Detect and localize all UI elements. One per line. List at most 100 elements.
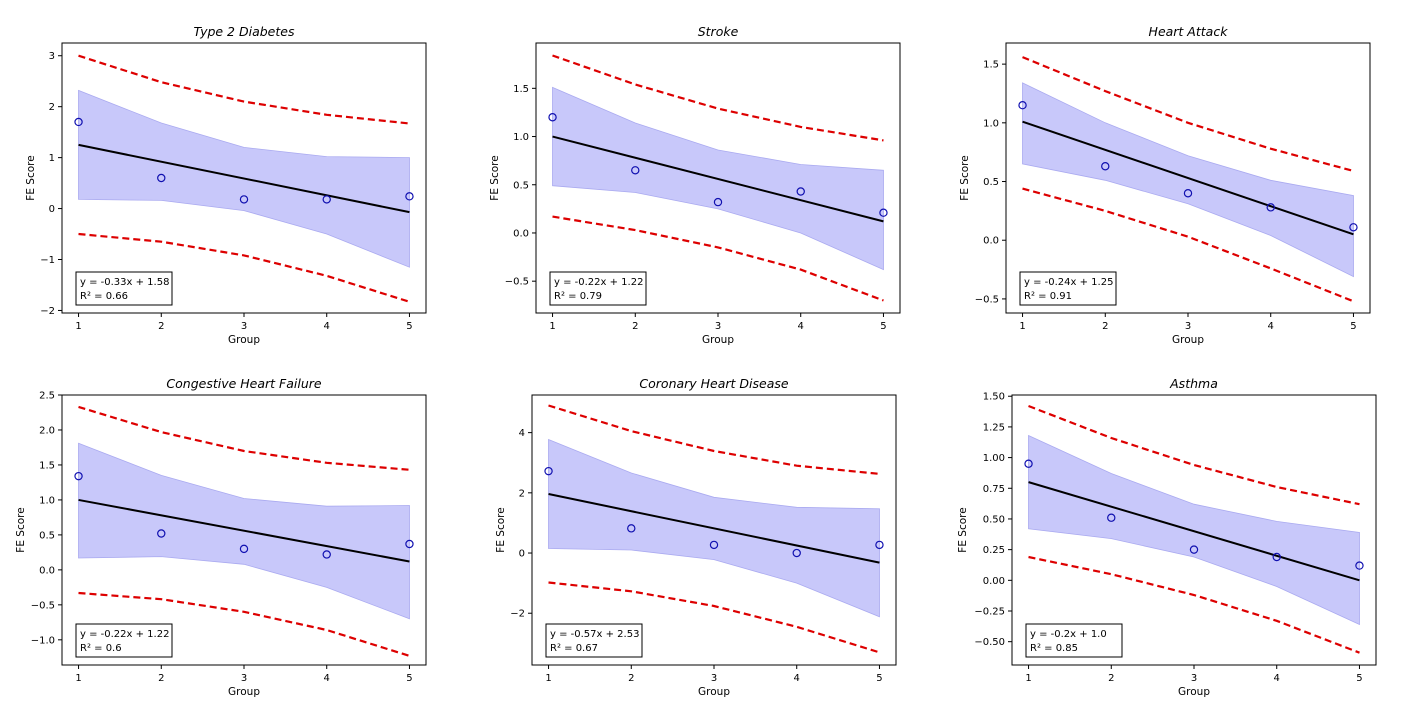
chart-0-ylabel: FE Score — [25, 155, 37, 200]
chart-2-pi-lower-line — [1022, 187, 1354, 303]
chart-3-point-1 — [74, 471, 83, 481]
chart-4-pi-lower-line — [548, 581, 880, 654]
chart-2-point-1 — [1018, 101, 1027, 110]
chart-0-xtick-label-4: 4 — [324, 321, 330, 332]
chart-1-point-2 — [631, 166, 640, 175]
chart-4-point-1 — [544, 466, 553, 476]
chart-5-ytick-label-3: 0.25 — [983, 545, 1005, 556]
chart-2-point-2 — [1101, 162, 1110, 171]
chart-1: 1 2 3 4 5 −0.5 0.0 0.5 1.0 1.5 Stroke Group FE Score… — [489, 24, 901, 346]
chart-0-pi-upper-line — [78, 54, 410, 125]
chart-4-xtick-label-5: 5 — [876, 673, 882, 684]
chart-2-xtick-label-3: 3 — [1185, 321, 1191, 332]
chart-4-point-5 — [875, 540, 884, 550]
chart-3-equation: y = -0.22x + 1.22 — [80, 629, 169, 640]
chart-5-ytick-label-1: −0.25 — [974, 607, 1005, 618]
chart-1-r-squared: R² = 0.79 — [554, 291, 602, 302]
chart-4-ytick-label-1: 0 — [519, 549, 525, 560]
chart-3-ytick-label-0: −1.0 — [31, 635, 55, 646]
chart-3-fit-line — [78, 498, 410, 563]
chart-5-pi-lower-line — [1028, 555, 1360, 654]
chart-3-title: Congestive Heart Failure — [166, 376, 321, 391]
chart-5-r-squared: R² = 0.85 — [1030, 643, 1078, 654]
chart-1-ytick-label-3: 1.0 — [513, 132, 529, 143]
chart-0-xtick-label-5: 5 — [406, 321, 412, 332]
chart-0-r-squared: R² = 0.66 — [80, 291, 128, 302]
chart-0: 1 2 3 4 5 −2 −1 0 1 2 3 Type 2 Diabetes Group FE Scor… — [25, 24, 427, 346]
chart-4-r-squared: R² = 0.67 — [550, 643, 598, 654]
chart-0-point-5 — [405, 192, 414, 201]
chart-5-ytick-label-5: 0.75 — [983, 484, 1005, 495]
chart-5-xtick-label-4: 4 — [1274, 673, 1280, 684]
chart-0-ytick-label-4: 2 — [49, 102, 55, 113]
chart-3-pi-lower-line — [78, 591, 410, 657]
chart-3: 1 2 3 4 5 −1.0 −0.5 0.0 0.5 1.0 1.5 2.0 2.5 Congestiv… — [15, 376, 427, 698]
chart-4-xtick-label-3: 3 — [711, 673, 717, 684]
chart-1-pi-upper-line — [552, 54, 884, 142]
chart-2-ytick-label-3: 1.0 — [983, 118, 999, 129]
chart-0-fit-line — [78, 143, 410, 214]
chart-4-ytick-label-3: 4 — [519, 428, 525, 439]
chart-5-ytick-label-0: −0.50 — [974, 637, 1005, 648]
chart-1-xtick-label-3: 3 — [715, 321, 721, 332]
chart-2-equation: y = -0.24x + 1.25 — [1024, 277, 1113, 288]
chart-2-fit-line — [1022, 120, 1354, 236]
chart-0-point-3 — [239, 195, 249, 204]
chart-0-ytick-label-2: 0 — [49, 204, 55, 215]
chart-1-fit-line — [552, 135, 884, 223]
chart-3-ytick-label-2: 0.0 — [39, 565, 55, 576]
chart-5-xtick-label-1: 1 — [1025, 673, 1031, 684]
chart-2-point-3 — [1183, 189, 1193, 198]
chart-4-equation-box — [545, 623, 643, 658]
chart-4-pi-upper-line — [548, 404, 880, 475]
chart-3-ytick-label-5: 1.5 — [39, 460, 55, 471]
chart-0-pi-lower-line — [78, 232, 410, 303]
chart-2-point-4 — [1266, 203, 1275, 212]
chart-2-pi-upper-line — [1022, 56, 1354, 173]
chart-3-xtick-label-4: 4 — [324, 673, 330, 684]
chart-4: 1 2 3 4 5 −2 0 2 4 Coronary Heart Disease Group FE … — [495, 376, 897, 698]
chart-5-ytick-label-7: 1.25 — [983, 422, 1005, 433]
chart-5-point-3 — [1189, 545, 1199, 554]
chart-3-ytick-label-3: 0.5 — [39, 530, 55, 541]
chart-3-equation-box — [75, 623, 173, 658]
chart-1-ytick-label-2: 0.5 — [513, 180, 529, 191]
chart-2-xtick-label-2: 2 — [1102, 321, 1108, 332]
chart-3-ytick-label-4: 1.0 — [39, 495, 55, 506]
chart-1-ytick-label-0: −0.5 — [505, 277, 529, 288]
chart-2-ytick-label-2: 0.5 — [983, 177, 999, 188]
chart-3-ylabel: FE Score — [15, 507, 27, 552]
chart-4-equation: y = -0.57x + 2.53 — [550, 629, 639, 640]
chart-2-r-squared: R² = 0.91 — [1024, 291, 1072, 302]
chart-1-equation-box — [549, 271, 647, 306]
chart-5-xtick-label-5: 5 — [1356, 673, 1362, 684]
chart-2-point-5 — [1349, 223, 1358, 232]
chart-1-ytick-label-1: 0.0 — [513, 228, 529, 239]
chart-2-title: Heart Attack — [1149, 24, 1229, 39]
chart-5-fit-line — [1028, 481, 1360, 582]
chart-0-point-4 — [322, 195, 331, 204]
chart-3-xtick-label-3: 3 — [241, 673, 247, 684]
chart-5-ylabel: FE Score — [957, 507, 969, 552]
chart-0-point-2 — [157, 173, 166, 183]
chart-3-r-squared: R² = 0.6 — [80, 643, 122, 654]
chart-0-ytick-label-0: −2 — [40, 306, 55, 317]
chart-5-ytick-label-4: 0.50 — [983, 514, 1005, 525]
chart-0-ytick-label-5: 3 — [49, 51, 55, 62]
chart-3-xlabel: Group — [228, 686, 260, 698]
chart-3-point-4 — [322, 550, 331, 559]
chart-2-xtick-label-1: 1 — [1019, 321, 1025, 332]
chart-4-title: Coronary Heart Disease — [639, 376, 788, 391]
chart-1-ytick-label-4: 1.5 — [513, 84, 529, 95]
chart-1-point-5 — [879, 208, 888, 217]
chart-2-ytick-label-0: −0.5 — [975, 294, 999, 305]
chart-0-point-1 — [74, 117, 83, 127]
chart-4-ytick-label-0: −2 — [510, 609, 525, 620]
chart-1-xtick-label-4: 4 — [798, 321, 804, 332]
chart-1-equation: y = -0.22x + 1.22 — [554, 277, 643, 288]
chart-3-ytick-label-1: −0.5 — [31, 600, 55, 611]
chart-3-point-2 — [157, 529, 166, 538]
chart-5-ytick-label-6: 1.00 — [983, 453, 1005, 464]
chart-1-title: Stroke — [698, 24, 739, 39]
chart-2-equation-box — [1019, 271, 1117, 306]
